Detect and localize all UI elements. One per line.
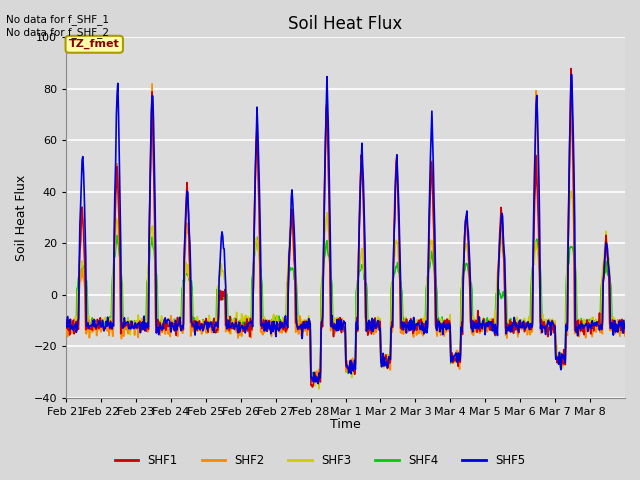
SHF3: [230, 318, 238, 324]
Line: SHF2: SHF2: [66, 84, 625, 379]
SHF3: [404, 320, 412, 326]
X-axis label: Time: Time: [330, 419, 361, 432]
SHF1: [259, 326, 266, 332]
Text: No data for f_SHF_1
No data for f_SHF_2: No data for f_SHF_1 No data for f_SHF_2: [6, 14, 109, 38]
SHF2: [259, 332, 267, 338]
SHF5: [259, 322, 266, 327]
SHF2: [436, 325, 444, 331]
SHF2: [621, 333, 629, 339]
SHF1: [404, 325, 412, 331]
SHF5: [128, 319, 136, 324]
SHF5: [230, 326, 238, 332]
SHF2: [280, 327, 288, 333]
SHF5: [435, 318, 443, 324]
SHF5: [62, 321, 70, 327]
SHF1: [435, 322, 443, 328]
SHF3: [435, 324, 443, 329]
SHF5: [280, 322, 287, 327]
Legend: SHF1, SHF2, SHF3, SHF4, SHF5: SHF1, SHF2, SHF3, SHF4, SHF5: [110, 449, 530, 472]
SHF3: [315, 386, 323, 392]
Line: SHF4: SHF4: [66, 235, 625, 381]
SHF3: [280, 314, 287, 320]
Y-axis label: Soil Heat Flux: Soil Heat Flux: [15, 175, 28, 261]
SHF1: [280, 327, 287, 333]
SHF4: [62, 320, 70, 326]
SHF3: [62, 313, 70, 319]
SHF1: [62, 317, 70, 323]
SHF2: [148, 81, 156, 87]
SHF1: [567, 66, 575, 72]
SHF3: [621, 320, 629, 325]
SHF3: [259, 325, 266, 331]
SHF2: [231, 325, 239, 331]
SHF4: [113, 232, 121, 238]
SHF1: [308, 384, 316, 390]
SHF2: [128, 324, 136, 330]
SHF5: [621, 323, 629, 329]
Line: SHF1: SHF1: [66, 69, 625, 387]
Line: SHF5: SHF5: [66, 75, 625, 384]
SHF1: [230, 322, 238, 328]
SHF4: [404, 321, 412, 327]
SHF4: [259, 319, 267, 325]
SHF1: [621, 322, 629, 328]
SHF5: [404, 323, 412, 329]
SHF1: [128, 318, 136, 324]
SHF3: [128, 323, 136, 328]
Line: SHF3: SHF3: [66, 191, 625, 389]
Text: TZ_fmet: TZ_fmet: [69, 39, 120, 49]
SHF5: [314, 381, 322, 386]
SHF4: [621, 317, 629, 323]
SHF3: [567, 188, 575, 194]
SHF2: [404, 329, 412, 335]
SHF2: [310, 376, 317, 382]
SHF4: [436, 317, 444, 323]
SHF5: [568, 72, 575, 78]
SHF4: [129, 320, 136, 325]
Title: Soil Heat Flux: Soil Heat Flux: [289, 15, 403, 33]
SHF2: [62, 327, 70, 333]
SHF4: [280, 317, 288, 323]
SHF4: [231, 315, 239, 321]
SHF4: [310, 378, 317, 384]
